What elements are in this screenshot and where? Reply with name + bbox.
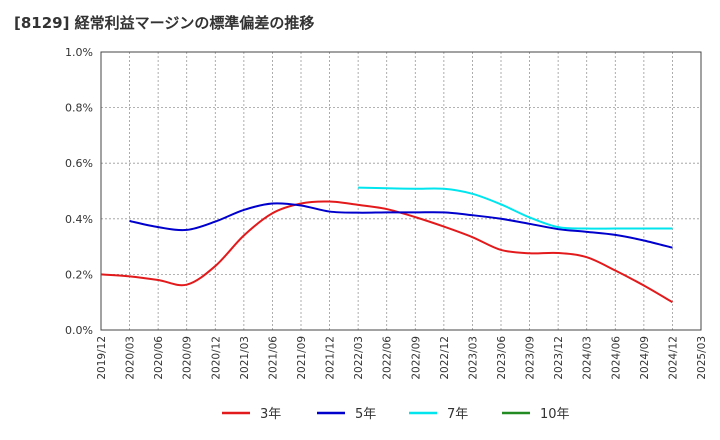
- x-tick-label: 2020/09: [182, 336, 194, 380]
- chart-title: [8129] 経常利益マージンの標準偏差の推移: [14, 14, 315, 32]
- series-line-0: [100, 200, 673, 304]
- x-tick-label: 2020/12: [210, 336, 222, 380]
- x-tick-label: 2019/12: [96, 336, 108, 380]
- x-tick-label: 2023/03: [467, 336, 479, 380]
- plot-frame: [100, 51, 702, 331]
- y-tick-label: 0.4%: [65, 213, 93, 226]
- series-line-1: [129, 202, 673, 249]
- series-lines: [100, 186, 673, 304]
- x-tick-label: 2024/03: [582, 336, 594, 380]
- y-tick-label: 1.0%: [65, 46, 93, 59]
- x-tick-label: 2022/06: [382, 336, 394, 380]
- x-tick-label: 2021/09: [296, 336, 308, 380]
- series-line-2: [358, 186, 673, 230]
- x-tick-label: 2023/06: [496, 336, 508, 380]
- x-tick-label: 2020/03: [125, 336, 137, 380]
- y-axis: 0.0% 0.2% 0.4% 0.6% 0.8% 1.0%: [65, 46, 93, 337]
- x-tick-label: 2024/09: [639, 336, 651, 380]
- x-tick-label: 2020/06: [153, 336, 165, 380]
- grid: [100, 51, 702, 331]
- legend-label: 3年: [260, 407, 281, 422]
- legend: 3年 5年 7年 10年: [222, 407, 570, 422]
- y-tick-label: 0.8%: [65, 102, 93, 115]
- x-tick-label: 2022/12: [439, 336, 451, 380]
- y-tick-label: 0.6%: [65, 157, 93, 170]
- x-axis: 2019/12 2020/03 2020/06 2020/09 2020/12 2021/…: [96, 336, 708, 380]
- x-tick-label: 2021/12: [325, 336, 337, 380]
- x-tick-label: 2021/03: [239, 336, 251, 380]
- x-tick-label: 2025/03: [696, 336, 708, 380]
- x-tick-label: 2023/12: [553, 336, 565, 380]
- legend-label: 10年: [540, 407, 570, 422]
- x-tick-label: 2024/12: [667, 336, 679, 380]
- x-tick-label: 2022/09: [410, 336, 422, 380]
- y-tick-label: 0.0%: [65, 324, 93, 337]
- x-tick-label: 2022/03: [353, 336, 365, 380]
- x-tick-label: 2024/06: [610, 336, 622, 380]
- legend-label: 5年: [355, 407, 376, 422]
- y-tick-label: 0.2%: [65, 268, 93, 281]
- legend-label: 7年: [447, 407, 468, 422]
- x-tick-label: 2021/06: [267, 336, 279, 380]
- x-tick-label: 2023/09: [525, 336, 537, 380]
